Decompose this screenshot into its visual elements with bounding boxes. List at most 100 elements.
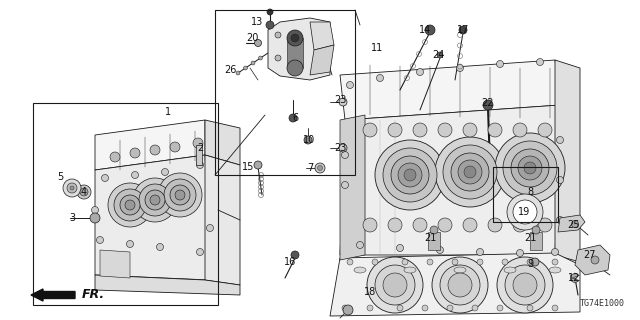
Circle shape (472, 305, 478, 311)
Circle shape (427, 259, 433, 265)
Circle shape (77, 185, 91, 199)
Circle shape (376, 75, 383, 82)
Circle shape (505, 265, 545, 305)
Circle shape (207, 225, 214, 231)
Circle shape (497, 305, 503, 311)
Circle shape (383, 148, 437, 202)
Polygon shape (428, 232, 440, 250)
Circle shape (430, 226, 438, 234)
Circle shape (436, 246, 444, 253)
Circle shape (572, 220, 579, 228)
Circle shape (552, 305, 558, 311)
Circle shape (291, 34, 299, 42)
Text: 23: 23 (334, 143, 346, 153)
Circle shape (372, 259, 378, 265)
Circle shape (342, 151, 349, 158)
Text: 6: 6 (292, 113, 298, 123)
Polygon shape (340, 115, 365, 260)
Circle shape (90, 213, 100, 223)
Polygon shape (571, 273, 579, 283)
Bar (493, 167, 558, 222)
Circle shape (488, 218, 502, 232)
Circle shape (516, 250, 524, 257)
Circle shape (527, 305, 533, 311)
Circle shape (557, 217, 563, 223)
Text: 10: 10 (303, 135, 315, 145)
Circle shape (463, 218, 477, 232)
Text: 25: 25 (568, 220, 580, 230)
Circle shape (404, 169, 416, 181)
Circle shape (391, 156, 429, 194)
Circle shape (497, 60, 504, 68)
Circle shape (67, 183, 77, 193)
Circle shape (552, 259, 558, 265)
Circle shape (503, 141, 557, 195)
Circle shape (513, 218, 527, 232)
Circle shape (259, 56, 262, 60)
Circle shape (287, 60, 303, 76)
Circle shape (552, 249, 559, 255)
Polygon shape (95, 275, 240, 295)
Circle shape (536, 59, 543, 66)
Circle shape (196, 162, 204, 169)
Circle shape (422, 305, 428, 311)
Polygon shape (268, 18, 330, 80)
Circle shape (289, 114, 297, 122)
Circle shape (375, 265, 415, 305)
Polygon shape (575, 245, 610, 275)
Text: 3: 3 (69, 213, 75, 223)
Text: 8: 8 (527, 187, 533, 197)
Text: 14: 14 (419, 25, 431, 35)
Circle shape (131, 172, 138, 179)
Text: 26: 26 (224, 65, 236, 75)
Text: 22: 22 (482, 98, 494, 108)
Circle shape (127, 241, 134, 247)
Circle shape (275, 32, 281, 38)
Circle shape (175, 190, 185, 200)
Circle shape (110, 152, 120, 162)
Text: 19: 19 (518, 207, 530, 217)
Circle shape (315, 163, 325, 173)
Circle shape (383, 273, 407, 297)
Circle shape (170, 142, 180, 152)
Circle shape (532, 226, 540, 234)
Circle shape (438, 123, 452, 137)
Polygon shape (95, 120, 205, 170)
Circle shape (343, 305, 353, 315)
Text: 1: 1 (165, 107, 171, 117)
Circle shape (507, 194, 543, 230)
Circle shape (488, 123, 502, 137)
Circle shape (557, 177, 563, 183)
Ellipse shape (354, 267, 366, 273)
Circle shape (287, 30, 303, 46)
Text: 4: 4 (81, 187, 87, 197)
Circle shape (495, 133, 565, 203)
Circle shape (63, 179, 81, 197)
Circle shape (125, 200, 135, 210)
Bar (33, 103, 218, 305)
Ellipse shape (504, 267, 516, 273)
Circle shape (255, 39, 262, 46)
Bar (196, 145, 202, 165)
Polygon shape (555, 60, 580, 262)
Circle shape (397, 244, 403, 252)
Circle shape (267, 9, 273, 15)
Circle shape (464, 166, 476, 178)
Circle shape (363, 218, 377, 232)
Circle shape (339, 144, 347, 152)
Circle shape (402, 259, 408, 265)
Circle shape (440, 265, 480, 305)
Circle shape (458, 160, 482, 184)
Circle shape (342, 305, 348, 311)
Circle shape (452, 259, 458, 265)
Text: FR.: FR. (82, 289, 105, 301)
Circle shape (538, 218, 552, 232)
Circle shape (557, 137, 563, 143)
Text: 24: 24 (432, 50, 444, 60)
Ellipse shape (404, 267, 416, 273)
Circle shape (531, 258, 539, 266)
Polygon shape (205, 155, 240, 285)
Circle shape (538, 123, 552, 137)
Text: TG74E1000: TG74E1000 (580, 299, 625, 308)
Circle shape (102, 174, 109, 181)
